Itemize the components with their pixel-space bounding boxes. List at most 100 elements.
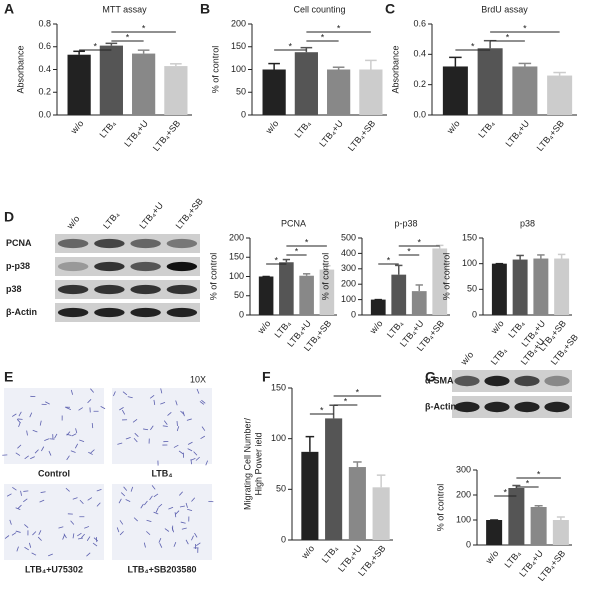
cell <box>24 546 29 551</box>
cell <box>96 488 102 492</box>
blot-strip <box>452 370 572 392</box>
cell <box>79 499 84 505</box>
y-tick-label: 0 <box>239 309 244 319</box>
row-label: α-SMA <box>425 375 454 385</box>
significance-label: * <box>295 246 299 256</box>
blot-strip <box>55 280 200 299</box>
significance-label: * <box>526 478 530 488</box>
bar <box>301 451 319 540</box>
cell <box>20 490 22 496</box>
cell <box>79 439 85 443</box>
blot-band <box>514 375 540 387</box>
panel-label: E <box>4 369 13 385</box>
row-label: PCNA <box>6 238 32 248</box>
cell <box>168 506 174 510</box>
significance-label: * <box>320 405 324 415</box>
cell <box>84 526 90 529</box>
y-tick-label: 150 <box>231 41 246 51</box>
cell <box>11 532 17 536</box>
micrograph-label: LTB₄ <box>151 468 172 478</box>
bar <box>432 248 448 315</box>
y-tick-label: 100 <box>456 514 471 524</box>
cell <box>187 508 193 512</box>
cell <box>132 419 138 423</box>
cell <box>187 448 193 452</box>
cell <box>176 426 180 432</box>
chart-title: BrdU assay <box>481 4 528 14</box>
y-axis-label: % of control <box>441 253 451 301</box>
cell <box>119 407 124 411</box>
cell <box>16 419 21 424</box>
cell <box>113 391 116 397</box>
bar <box>279 262 294 315</box>
y-tick-label: 0 <box>472 309 477 319</box>
cell <box>182 411 185 417</box>
cell <box>37 536 42 541</box>
cell <box>54 433 58 439</box>
cell <box>171 527 175 533</box>
y-tick-label: 0.6 <box>38 41 51 51</box>
y-axis-label: % of control <box>208 253 218 301</box>
y-tick-label: 50 <box>234 290 244 300</box>
cell <box>153 493 159 498</box>
cell <box>24 524 29 528</box>
panel-label: B <box>200 1 210 17</box>
cell <box>133 517 138 522</box>
micrograph <box>112 484 212 560</box>
cell <box>71 433 77 437</box>
y-tick-label: 0.2 <box>38 87 51 97</box>
cell <box>186 418 192 421</box>
cell <box>26 430 28 436</box>
y-tick-label: 300 <box>341 263 356 273</box>
cell <box>66 407 72 411</box>
bar <box>67 54 91 115</box>
significance-label: * <box>344 396 348 406</box>
y-tick-label: 200 <box>229 232 244 242</box>
blot-band <box>544 401 570 413</box>
cell <box>92 542 98 547</box>
y-tick-label: 200 <box>231 18 246 28</box>
cell <box>125 437 131 440</box>
cell <box>63 533 67 539</box>
blot-band <box>130 307 161 318</box>
y-tick-label: 300 <box>456 464 471 474</box>
cell <box>122 391 128 396</box>
cell <box>18 411 22 417</box>
blot-band <box>166 307 198 318</box>
bar <box>491 263 507 315</box>
cell <box>140 503 144 509</box>
chart-title: MTT assay <box>102 4 147 14</box>
bar <box>327 69 351 115</box>
cell <box>185 539 189 545</box>
y-tick-label: 0.4 <box>413 49 426 59</box>
significance-label: * <box>356 387 360 397</box>
blot-band <box>484 375 510 387</box>
x-tick-label: LTB₄ <box>293 118 313 140</box>
cell <box>162 425 168 427</box>
cell <box>90 449 95 454</box>
blot-band <box>57 284 89 295</box>
cell <box>45 401 50 405</box>
significance-label: * <box>321 32 325 42</box>
cell <box>91 423 94 429</box>
bar <box>299 275 314 315</box>
panel-label: G <box>425 369 436 385</box>
cell <box>72 533 75 539</box>
cell <box>9 519 12 525</box>
blot-band <box>94 261 125 272</box>
cell <box>151 485 156 490</box>
bar <box>442 66 468 115</box>
bar <box>319 269 335 315</box>
cell <box>29 542 32 548</box>
x-tick-label: LTB₄+SB <box>535 118 566 153</box>
cell <box>180 521 186 524</box>
cell <box>66 455 70 461</box>
y-tick-label: 0 <box>466 539 471 549</box>
micrograph-label: Control <box>38 468 70 478</box>
x-tick-label: LTB₄ <box>320 543 340 565</box>
x-tick-label: w/o <box>444 118 461 136</box>
cell <box>175 400 178 406</box>
cell <box>193 451 198 456</box>
x-tick-label: LTB₄ <box>503 548 523 570</box>
y-tick-label: 100 <box>341 294 356 304</box>
